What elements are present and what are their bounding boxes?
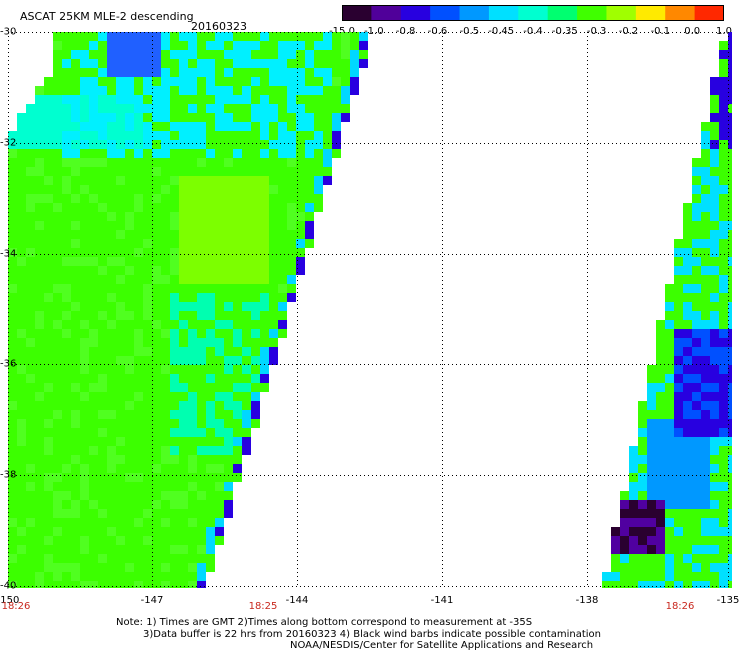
colorbar-swatch [547,5,578,21]
colorbar-label: -0.2 [618,26,639,37]
colorbar-label: -0.8 [395,26,416,37]
colorbar-label: -15.0 [329,26,355,37]
colorbar-swatch [577,5,607,21]
colorbar-swatch [635,5,666,21]
colorbar-label: -0.6 [427,26,448,37]
colorbar-swatch [665,5,696,21]
colorbar-swatch [400,5,431,21]
lon-label-150: -150 [0,595,20,606]
colorbar-swatch [459,5,490,21]
colorbar-swatch [518,5,549,21]
colorbar-swatch [371,5,402,21]
lat-label-40: -40 [0,580,17,592]
colorbar-frame [342,5,724,21]
colorbar-label: -0.45 [488,26,515,37]
map-title: ASCAT 25KM MLE-2 descending [20,10,194,23]
swath-pixels [8,32,732,588]
lon-label-135: -135 [716,595,740,606]
note-line-3: NOAA/NESDIS/Center for Satellite Applica… [290,640,594,651]
colorbar-swatch [342,5,372,21]
note-line-1: Note: 1) Times are GMT 2)Times along bot… [116,617,533,628]
colorbar-label: 1.0 [716,26,732,37]
time-label-left: 18:26 [1,601,31,612]
colorbar-label: -0.35 [551,26,578,37]
colorbar-label: -0.4 [523,26,543,37]
colorbar-label: -0.3 [586,26,607,37]
time-label-right: 18:26 [665,601,695,612]
lat-label-32: -32 [0,137,17,149]
map-date: 20160323 [191,20,247,33]
colorbar-swatch [694,5,724,21]
lat-label-36: -36 [0,358,17,370]
lon-label-138: -138 [575,595,599,606]
lat-label-38: -38 [0,469,17,481]
colorbar-label: -0.5 [459,26,480,37]
lon-label-141: -141 [430,595,454,606]
colorbar-swatch [430,5,461,21]
colorbar-label: -1.0 [364,26,384,37]
graticule [8,32,732,588]
lat-label-34: -34 [0,248,17,260]
colorbar-label: -0.1 [650,26,671,37]
colorbar-swatch [488,5,519,21]
swath-map [8,32,732,588]
colorbar-swatch [606,5,637,21]
lon-label-147: -147 [140,595,164,606]
colorbar-label: 0.0 [684,26,701,37]
lon-label-144: -144 [285,595,309,606]
note-line-2: 3)Data buffer is 22 hrs from 20160323 4)… [143,629,601,640]
color-scale-bar [342,5,724,21]
lat-label-30: -30 [0,26,17,38]
time-label-center: 18:25 [248,601,278,612]
